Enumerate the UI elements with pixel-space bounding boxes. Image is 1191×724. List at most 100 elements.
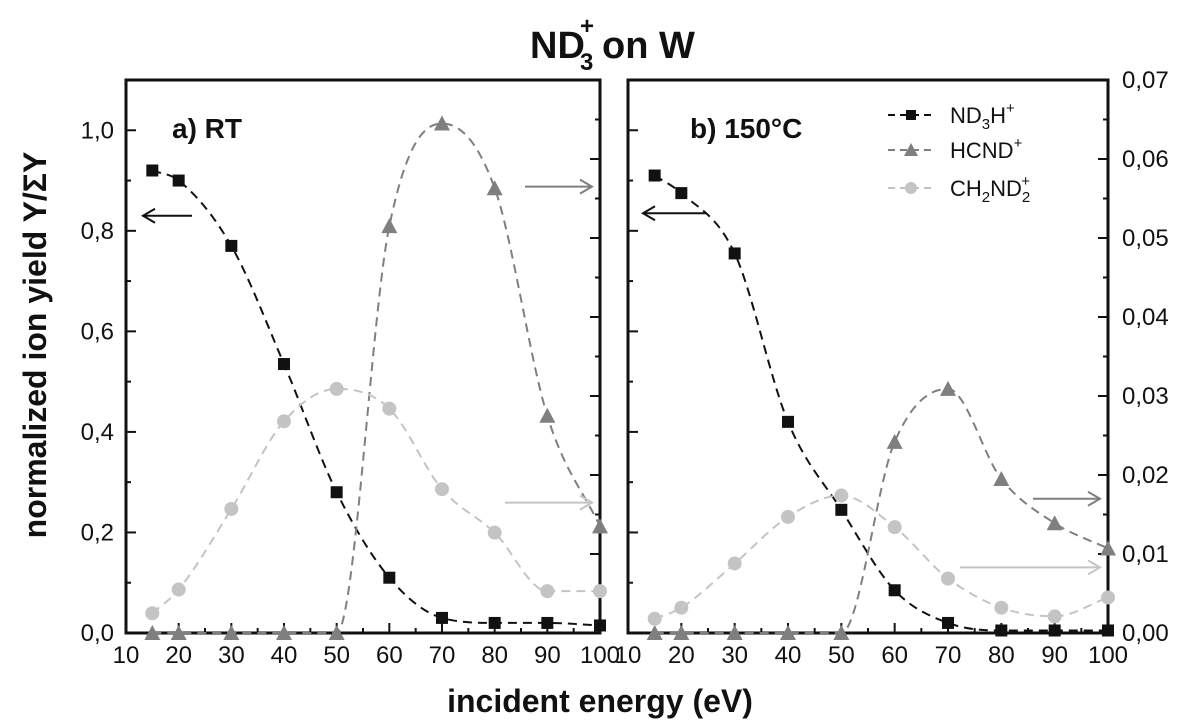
y-left-tick-label: 0,0 bbox=[81, 620, 114, 647]
y-axis-label-left: normalized ion yield Y/ΣY bbox=[17, 152, 53, 539]
data-point-ch2nd2 bbox=[487, 525, 502, 540]
title-rest: on W bbox=[602, 25, 695, 67]
data-point-hcnd bbox=[1100, 540, 1116, 556]
data-point-ch2nd2 bbox=[224, 501, 239, 516]
data-point-ch2nd2 bbox=[887, 520, 902, 535]
axis-arrow-head bbox=[641, 205, 656, 222]
title-base: ND bbox=[530, 25, 585, 67]
series-line-hcnd bbox=[152, 122, 601, 634]
y-right-tick-label: 0,03 bbox=[1122, 383, 1169, 410]
y-left-tick-label: 0,4 bbox=[81, 419, 114, 446]
axis-arrow-head bbox=[1087, 490, 1102, 507]
data-point-nd3h bbox=[172, 174, 185, 187]
axis-arrow-head bbox=[579, 178, 594, 195]
legend-label-sup: + bbox=[1006, 100, 1015, 117]
panel-label: b) 150°C bbox=[690, 113, 802, 144]
data-point-hcnd bbox=[276, 625, 292, 640]
data-point-nd3h bbox=[594, 619, 606, 632]
data-point-ch2nd2 bbox=[941, 571, 955, 586]
data-point-hcnd bbox=[434, 115, 450, 131]
legend-label-mid: H bbox=[990, 103, 1006, 128]
x-tick-label: 90 bbox=[1041, 642, 1068, 669]
x-tick-label: 40 bbox=[775, 642, 802, 669]
y-right-tick-label: 0,00 bbox=[1122, 620, 1169, 647]
legend-label-sub: 3 bbox=[982, 116, 990, 133]
svg-text:ND3H+: ND3H+ bbox=[950, 100, 1015, 133]
data-point-ch2nd2 bbox=[1101, 590, 1115, 605]
x-axis-label: incident energy (eV) bbox=[447, 683, 753, 719]
legend-marker-hcnd bbox=[904, 143, 918, 156]
x-tick-label: 50 bbox=[828, 642, 855, 669]
data-point-ch2nd2 bbox=[674, 600, 689, 615]
y-left-tick-label: 0,2 bbox=[81, 519, 114, 546]
svg-text:HCND+: HCND+ bbox=[950, 135, 1023, 163]
x-tick-label: 60 bbox=[881, 642, 908, 669]
legend: ND3H+ HCND+ CH2ND2+ bbox=[888, 100, 1030, 206]
y-right-tick-label: 0,07 bbox=[1122, 67, 1169, 94]
x-tick-label: 20 bbox=[165, 642, 192, 669]
data-point-hcnd bbox=[673, 625, 690, 640]
axis-arrow-head bbox=[1087, 559, 1102, 576]
data-point-nd3h bbox=[675, 187, 688, 200]
data-point-nd3h bbox=[1102, 624, 1114, 637]
data-point-ch2nd2 bbox=[277, 414, 291, 429]
legend-item-nd3h: ND3H+ bbox=[888, 100, 1015, 133]
data-point-ch2nd2 bbox=[329, 381, 344, 396]
legend-marker-nd3h bbox=[906, 110, 916, 120]
data-point-hcnd bbox=[780, 625, 796, 640]
data-point-nd3h bbox=[330, 486, 343, 499]
data-point-ch2nd2 bbox=[647, 611, 662, 626]
data-point-hcnd bbox=[592, 518, 608, 534]
axis-arrow-head bbox=[579, 494, 594, 511]
x-tick-label: 10 bbox=[615, 642, 642, 669]
x-tick-label: 20 bbox=[668, 642, 695, 669]
legend-item-ch2nd2: CH2ND2+ bbox=[888, 173, 1030, 206]
data-point-hcnd bbox=[170, 625, 187, 640]
x-tick-label: 90 bbox=[534, 642, 561, 669]
data-point-ch2nd2 bbox=[435, 482, 449, 497]
x-tick-label: 40 bbox=[271, 642, 298, 669]
x-tick-label: 80 bbox=[481, 642, 508, 669]
svg-text:CH2ND2+: CH2ND2+ bbox=[950, 173, 1030, 206]
plot-frame bbox=[124, 78, 602, 635]
legend-label-sup: + bbox=[1014, 135, 1023, 152]
data-point-hcnd bbox=[381, 218, 398, 234]
legend-label-sub: 2 bbox=[1022, 189, 1030, 206]
data-point-nd3h bbox=[488, 616, 501, 629]
panel-a: 10 20 30 40 50 60 70 80 90 100 0,0 0,2 0,4 0,6 0,8 1,0 a… bbox=[81, 78, 620, 669]
data-point-hcnd bbox=[223, 625, 240, 640]
series-line-nd3h bbox=[654, 174, 1108, 632]
title-subscript: 3 bbox=[580, 49, 593, 76]
x-tick-label: 30 bbox=[218, 642, 245, 669]
data-point-nd3h bbox=[942, 616, 954, 629]
data-point-ch2nd2 bbox=[834, 488, 849, 503]
x-tick-label: 70 bbox=[935, 642, 962, 669]
data-point-ch2nd2 bbox=[540, 584, 555, 599]
data-point-hcnd bbox=[144, 625, 161, 640]
data-point-hcnd bbox=[833, 625, 850, 640]
data-point-nd3h bbox=[278, 358, 290, 371]
data-point-hcnd bbox=[993, 470, 1010, 486]
data-point-hcnd bbox=[646, 625, 663, 640]
data-point-nd3h bbox=[782, 415, 794, 428]
data-point-ch2nd2 bbox=[781, 509, 795, 524]
data-point-nd3h bbox=[225, 239, 238, 252]
data-point-hcnd bbox=[486, 180, 503, 196]
data-point-nd3h bbox=[835, 503, 848, 516]
data-point-ch2nd2 bbox=[145, 606, 160, 621]
series-line-ch2nd2 bbox=[654, 494, 1109, 620]
y-right-tick-label: 0,05 bbox=[1122, 225, 1169, 252]
series-line-ch2nd2 bbox=[151, 387, 600, 615]
series-line-hcnd bbox=[654, 387, 1109, 634]
data-point-hcnd bbox=[539, 407, 556, 423]
data-point-nd3h bbox=[648, 169, 661, 182]
x-tick-label: 50 bbox=[323, 642, 350, 669]
data-point-nd3h bbox=[383, 571, 396, 584]
data-point-ch2nd2 bbox=[727, 556, 742, 571]
y-right-tick-label: 0,01 bbox=[1122, 541, 1169, 568]
x-tick-label: 60 bbox=[376, 642, 403, 669]
legend-label-base: CH bbox=[950, 176, 982, 201]
y-left-tick-label: 0,8 bbox=[81, 218, 114, 245]
data-point-hcnd bbox=[328, 625, 345, 640]
